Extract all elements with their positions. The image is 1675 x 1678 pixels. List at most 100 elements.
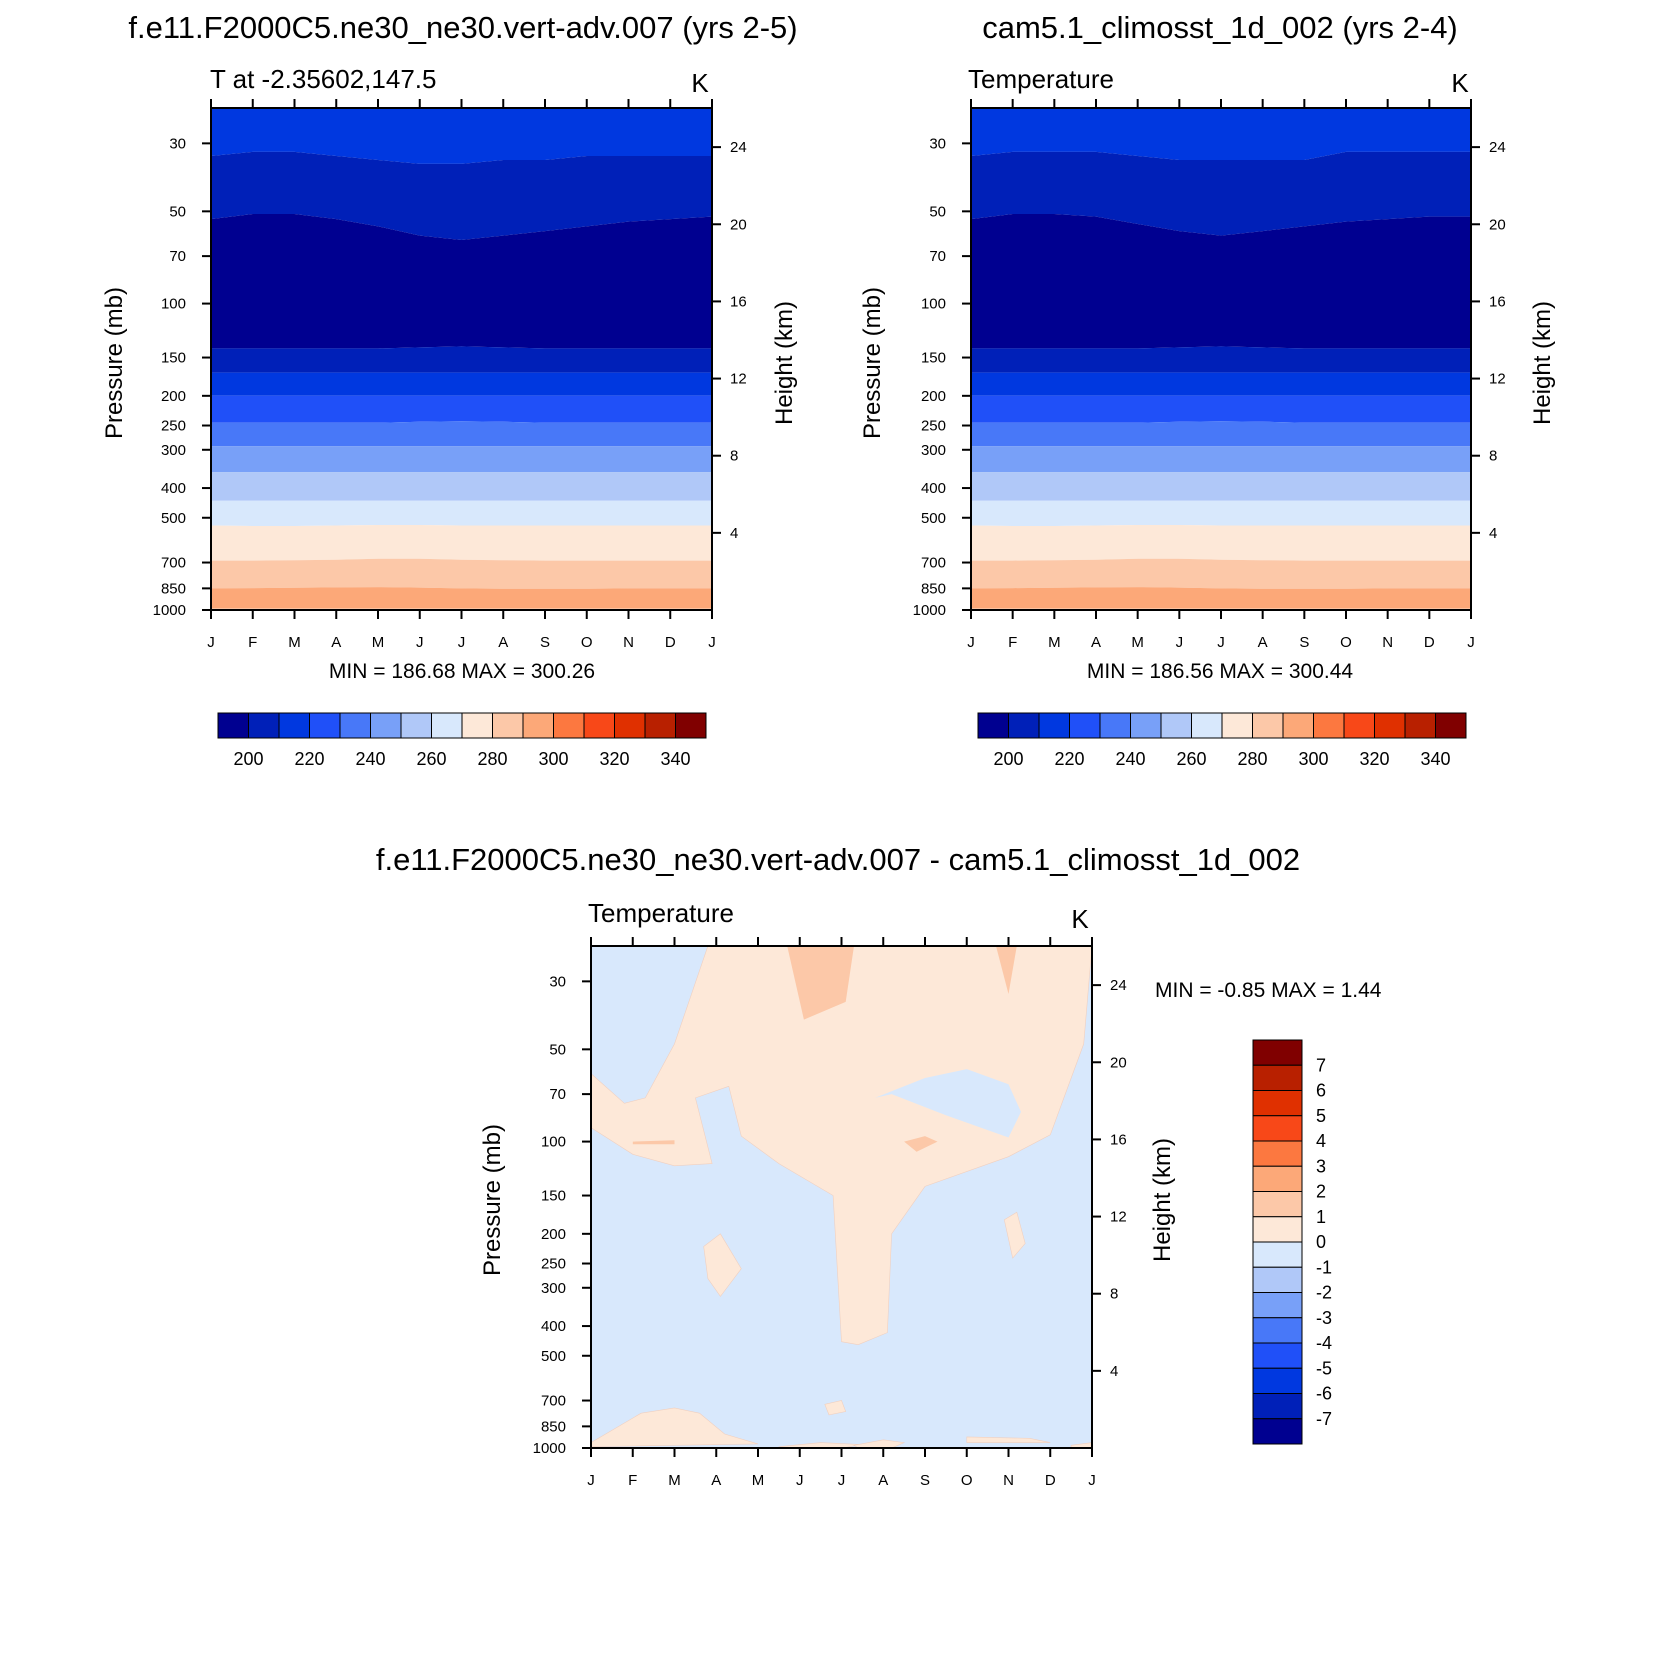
colorbar-label: -3 (1316, 1308, 1332, 1328)
x-tick-label: N (1003, 1472, 1014, 1489)
colorbar-label: 300 (538, 749, 568, 769)
colorbar-label: 240 (1115, 749, 1145, 769)
y-tick-label: 700 (921, 555, 946, 572)
colorbar-label: 4 (1316, 1131, 1326, 1151)
y-tick-label: 50 (169, 203, 186, 220)
y-right-tick-label: 8 (730, 448, 738, 465)
x-tick-label: A (498, 634, 508, 651)
colorbar-swatch (1252, 1418, 1303, 1445)
y-tick-label: 100 (541, 1134, 566, 1151)
contour-band (971, 558, 1471, 589)
y-right-tick-label: 24 (1110, 977, 1127, 994)
colorbar-label: 300 (1298, 749, 1328, 769)
colorbar-label: 220 (1054, 749, 1084, 769)
x-tick-label: A (1091, 634, 1101, 651)
contour-band (211, 108, 712, 164)
x-tick-label: F (1008, 634, 1017, 651)
panel-model-b: cam5.1_climosst_1d_002 (yrs 2-4) Tempera… (859, 10, 1556, 769)
contour-band (971, 372, 1471, 396)
y-axis-right-label: Height (km) (1149, 1138, 1176, 1262)
contour-band (971, 108, 1471, 160)
contour-band (787, 946, 854, 1020)
x-tick-label: M (752, 1472, 765, 1489)
y-tick-label: 50 (929, 203, 946, 220)
x-tick-label: A (331, 634, 341, 651)
y-tick-label: 300 (161, 442, 186, 459)
y-tick-label: 850 (921, 580, 946, 597)
contour-band (703, 1233, 742, 1297)
colorbar-label: -4 (1316, 1333, 1332, 1353)
y-right-tick-label: 4 (1489, 525, 1497, 542)
contour-band (971, 500, 1471, 526)
colorbar-swatch (1160, 712, 1192, 739)
y-right-tick-label: 12 (1489, 371, 1506, 388)
x-tick-label: A (878, 1472, 888, 1489)
colorbar-swatch (1252, 1191, 1303, 1218)
x-tick-label: O (961, 1472, 973, 1489)
colorbar-swatch (1252, 1317, 1303, 1344)
colorbar-swatch (431, 712, 463, 739)
x-tick-label: J (967, 634, 975, 651)
contour-plot: J F M A M J J A S O N D J 30 50 70 100 150 200 250 300 400 500… (533, 937, 1127, 1489)
contour-fill (591, 946, 1092, 1448)
y-tick-label: 200 (921, 388, 946, 405)
colorbar-label: 200 (993, 749, 1023, 769)
y-right-tick-label: 4 (730, 525, 738, 542)
colorbar-swatch (1008, 712, 1040, 739)
contour-band (211, 500, 712, 526)
contour-band (591, 946, 1092, 1346)
colorbar-swatch (1252, 1090, 1303, 1117)
contour-band (591, 1407, 759, 1448)
y-right-tick-label: 20 (1110, 1054, 1127, 1071)
contour-band (971, 346, 1471, 373)
x-tick-label: D (665, 634, 676, 651)
min-max-stats: MIN = 186.56 MAX = 300.44 (1087, 660, 1353, 683)
panel-subtitle: Temperature (588, 898, 734, 928)
contour-band (211, 421, 712, 447)
units-label: K (691, 68, 709, 98)
x-tick-label: M (668, 1472, 681, 1489)
colorbar-swatch (644, 712, 676, 739)
colorbar-label: 220 (294, 749, 324, 769)
min-max-stats: MIN = 186.68 MAX = 300.26 (329, 660, 595, 683)
x-tick-label: J (207, 634, 215, 651)
colorbar-swatch (1252, 1393, 1303, 1420)
colorbar-swatch (309, 712, 341, 739)
contour-band (211, 214, 712, 349)
colorbar-swatch (675, 712, 707, 739)
colorbar-label: 340 (660, 749, 690, 769)
panel-title: f.e11.F2000C5.ne30_ne30.vert-adv.007 (yr… (128, 10, 797, 45)
colorbar-label: -2 (1316, 1283, 1332, 1303)
colorbar-swatch (1435, 712, 1467, 739)
colorbar-swatch (1343, 712, 1375, 739)
units-label: K (1451, 68, 1469, 98)
y-right-tick-label: 8 (1489, 448, 1497, 465)
x-tick-label: D (1045, 1472, 1056, 1489)
colorbar-swatch (461, 712, 493, 739)
x-tick-label: J (796, 1472, 804, 1489)
x-tick-label: N (1382, 634, 1393, 651)
x-tick-label: J (708, 634, 716, 651)
y-tick-label: 250 (921, 418, 946, 435)
x-tick-label: M (288, 634, 301, 651)
colorbar-label: -6 (1316, 1384, 1332, 1404)
contour-band (971, 587, 1471, 609)
contour-fill (211, 108, 712, 610)
y-tick-label: 1000 (533, 1440, 566, 1457)
contour-plot: J F M A M J J A S O N D J 30 50 70 100 150 200 250 300 400 500… (153, 99, 747, 651)
colorbar-label: 340 (1420, 749, 1450, 769)
colorbar-label: 6 (1316, 1081, 1326, 1101)
colorbar-swatch (1404, 712, 1436, 739)
colorbar-swatch (1252, 1241, 1303, 1268)
x-tick-label: J (838, 1472, 846, 1489)
contour-band (211, 558, 712, 589)
colorbar-swatch (1252, 712, 1284, 739)
colorbar-label: 3 (1316, 1156, 1326, 1176)
y-tick-label: 300 (541, 1280, 566, 1297)
y-tick-label: 250 (161, 418, 186, 435)
contour-band (971, 395, 1471, 423)
colorbar: 7 6 5 4 3 2 1 0 -1 -2 -3 -4 -5 -6 -7 (1252, 1039, 1332, 1445)
x-tick-label: J (458, 634, 466, 651)
colorbar-swatch (1252, 1216, 1303, 1243)
y-tick-label: 400 (161, 480, 186, 497)
